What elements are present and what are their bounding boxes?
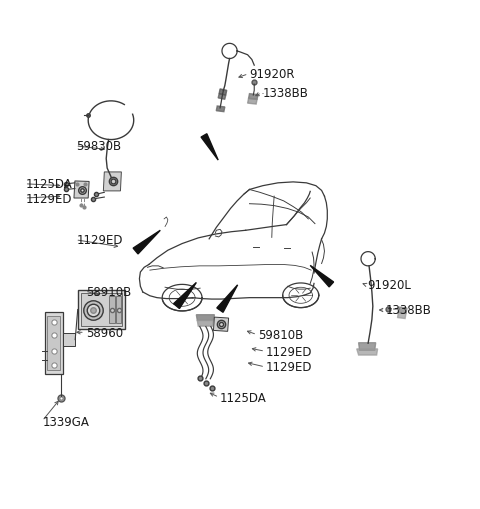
Text: 58910B: 58910B (86, 285, 131, 298)
Polygon shape (217, 285, 238, 313)
Polygon shape (174, 283, 196, 309)
Polygon shape (63, 334, 75, 346)
Text: 1129ED: 1129ED (266, 345, 312, 358)
Polygon shape (116, 296, 121, 324)
Text: 59810B: 59810B (258, 328, 303, 342)
Polygon shape (310, 266, 334, 288)
Polygon shape (218, 95, 226, 100)
Polygon shape (359, 343, 376, 351)
Text: 58960: 58960 (86, 326, 123, 339)
Text: 1129ED: 1129ED (266, 361, 312, 374)
Polygon shape (398, 307, 407, 314)
Polygon shape (197, 321, 214, 326)
Polygon shape (248, 99, 257, 105)
Polygon shape (397, 313, 406, 319)
Text: 91920L: 91920L (367, 279, 411, 292)
Polygon shape (103, 173, 121, 191)
Text: 1129ED: 1129ED (76, 234, 123, 247)
Text: 1125DA: 1125DA (25, 178, 72, 191)
Polygon shape (249, 95, 258, 100)
Polygon shape (216, 107, 225, 112)
Polygon shape (219, 90, 227, 96)
Text: 1125DA: 1125DA (220, 391, 267, 404)
Text: 1338BB: 1338BB (263, 87, 309, 100)
Polygon shape (214, 318, 228, 332)
Polygon shape (74, 182, 89, 199)
Polygon shape (196, 315, 215, 321)
Text: 91920R: 91920R (250, 68, 295, 81)
Polygon shape (133, 231, 160, 254)
Text: 59830B: 59830B (76, 140, 121, 153)
Text: 1339GA: 1339GA (43, 415, 90, 428)
Text: 1129ED: 1129ED (25, 192, 72, 205)
Text: 1338BB: 1338BB (386, 304, 432, 317)
Polygon shape (109, 296, 115, 324)
Polygon shape (201, 134, 218, 161)
Polygon shape (81, 293, 122, 326)
Polygon shape (357, 349, 378, 355)
Polygon shape (45, 312, 63, 374)
Polygon shape (78, 291, 125, 329)
Polygon shape (48, 316, 60, 370)
